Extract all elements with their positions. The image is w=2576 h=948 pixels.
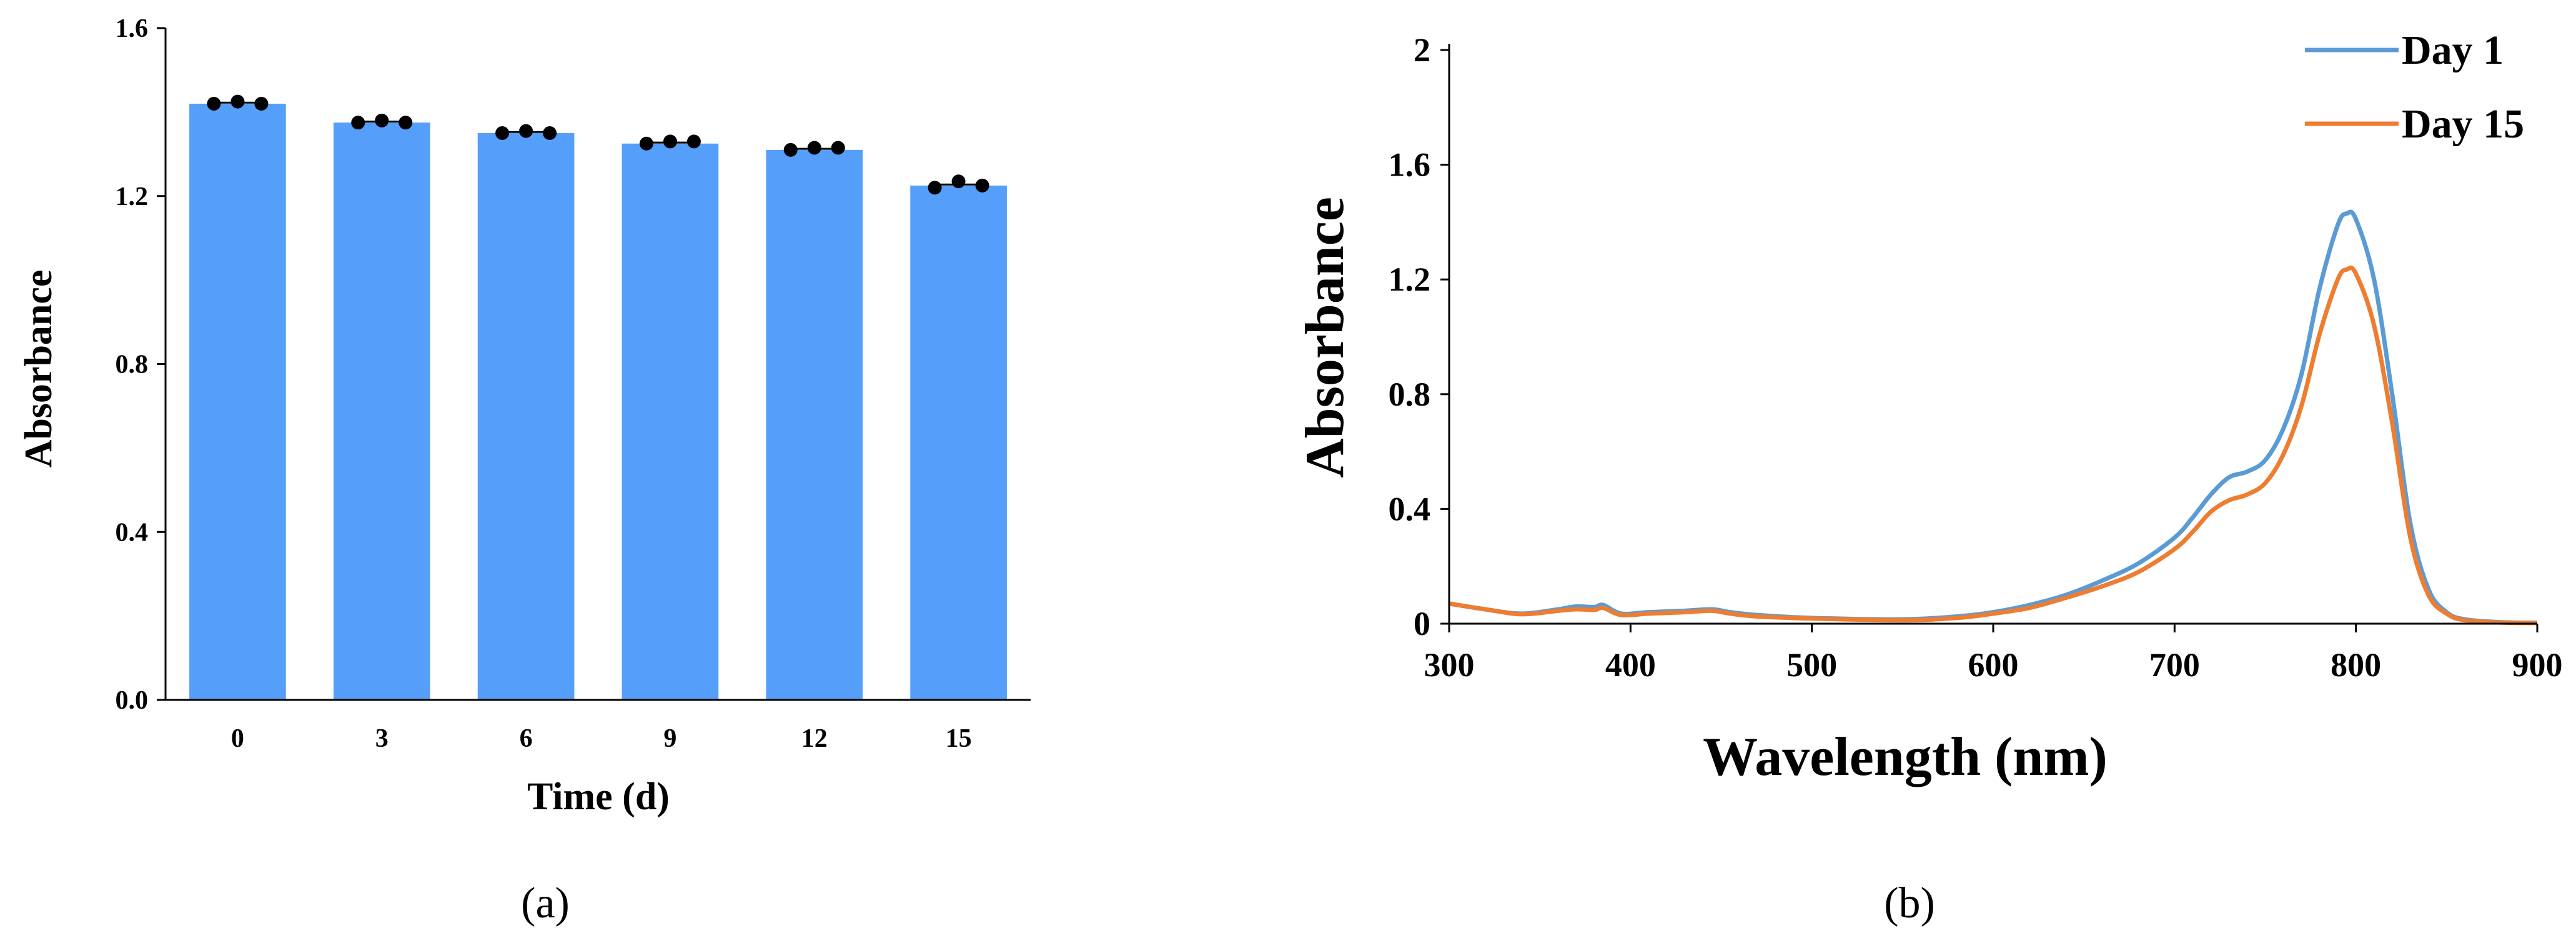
bar (766, 149, 863, 700)
line-chart-panel: 0 0.4 0.8 1.2 1.6 2 300 400 500 600 700 800 900 Day… (1295, 27, 2563, 927)
y-tick-label: 0.8 (116, 351, 149, 379)
x-tick-label: 6 (520, 724, 533, 753)
replicate-point (351, 116, 365, 130)
replicate-point (375, 113, 389, 127)
bar (622, 143, 719, 700)
x-tick-label: 700 (2149, 646, 2200, 684)
panel-label-b: (b) (1884, 879, 1935, 927)
x-tick-label: 500 (1786, 646, 1837, 684)
replicate-point (495, 126, 510, 140)
x-tick-label: 9 (663, 724, 676, 753)
x-axis-title: Time (d) (527, 776, 670, 818)
spectrum-lines (1449, 209, 2538, 626)
y-axis-title: Absorbance (17, 270, 60, 468)
y-tick-label: 1.2 (116, 182, 149, 211)
legend: Day 1 Day 15 (2305, 27, 2524, 147)
replicate-point (254, 96, 269, 111)
replicate-point (831, 141, 845, 155)
replicate-point (975, 178, 989, 192)
y-axis-title: Absorbance (1295, 197, 1355, 478)
replicate-point (807, 141, 821, 155)
x-tick-label: 12 (801, 724, 828, 753)
x-tick-label: 15 (946, 724, 972, 753)
bar (189, 103, 286, 700)
y-tick-label: 1.2 (1389, 261, 1431, 298)
bar-series (189, 103, 1007, 700)
y-tick-label: 0.4 (116, 518, 149, 547)
bar-chart-panel: 0.0 0.4 0.8 1.2 1.6 0 3 6 9 12 15 Time (d) Absorb… (17, 14, 1031, 927)
y-tick-label: 1.6 (1389, 146, 1431, 184)
y-tick-label: 0.0 (116, 686, 149, 715)
replicate-point (399, 116, 413, 130)
x-tick-label: 900 (2512, 646, 2563, 684)
bar (910, 185, 1007, 700)
y-tick-label: 0 (1414, 605, 1430, 642)
replicate-point (543, 126, 557, 140)
x-tick-label: 600 (1968, 646, 2019, 684)
replicate-point (519, 124, 533, 138)
bar (477, 132, 575, 700)
x-tick-label: 400 (1605, 646, 1656, 684)
replicate-point (783, 142, 798, 157)
y-tick-label: 0.4 (1389, 490, 1431, 527)
x-tick-labels: 0 3 6 9 12 15 (231, 724, 972, 753)
y-tick-label: 1.6 (116, 14, 149, 43)
x-tick-label: 800 (2331, 646, 2381, 684)
bar (333, 122, 430, 700)
series-line (1449, 265, 2538, 626)
axes (157, 27, 1031, 701)
replicate-point (207, 96, 221, 111)
replicate-point (230, 94, 245, 109)
replicate-point (663, 134, 677, 149)
y-tick-label: 2 (1414, 31, 1430, 69)
y-tick-labels: 0.0 0.4 0.8 1.2 1.6 (116, 14, 149, 715)
replicate-point (951, 174, 966, 189)
x-tick-label: 300 (1424, 646, 1475, 684)
replicate-point (928, 181, 942, 195)
legend-label: Day 1 (2402, 27, 2504, 73)
y-tick-labels: 0 0.4 0.8 1.2 1.6 2 (1389, 31, 1431, 642)
y-tick-label: 0.8 (1389, 376, 1431, 413)
x-axis-title: Wavelength (nm) (1703, 727, 2108, 787)
x-tick-label: 3 (375, 724, 389, 753)
replicate-point (639, 136, 653, 151)
axes (1440, 44, 2539, 632)
panel-label-a: (a) (521, 879, 570, 927)
replicate-points (207, 94, 989, 195)
replicate-point (686, 134, 701, 149)
x-tick-label: 0 (231, 724, 244, 753)
x-tick-labels: 300 400 500 600 700 800 900 (1424, 646, 2563, 684)
legend-label: Day 15 (2402, 101, 2524, 147)
series-line (1449, 209, 2538, 626)
